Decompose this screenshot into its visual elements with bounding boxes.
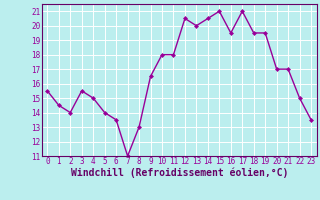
X-axis label: Windchill (Refroidissement éolien,°C): Windchill (Refroidissement éolien,°C) [70,168,288,178]
